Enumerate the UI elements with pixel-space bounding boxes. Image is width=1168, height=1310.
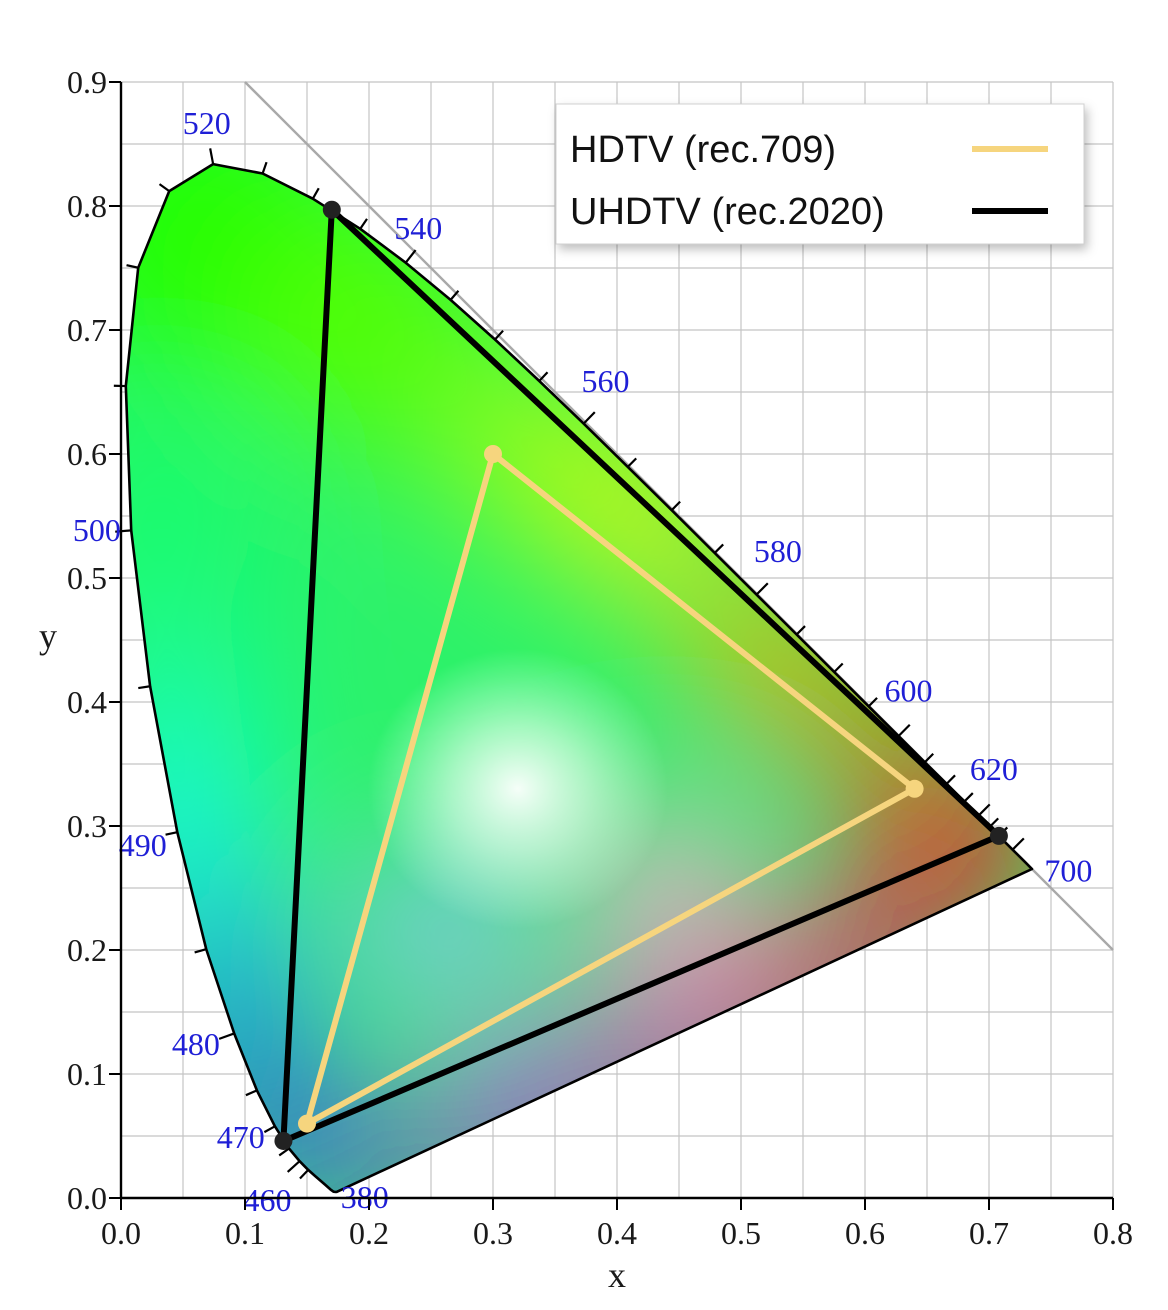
wavelength-label: 480 [172, 1026, 220, 1062]
wavelength-tick [138, 685, 151, 690]
wavelength-label: 600 [884, 672, 932, 708]
wavelength-tick [977, 803, 991, 817]
wavelength-tick [218, 1032, 235, 1040]
gamut-series [274, 200, 1008, 1150]
x-axis-title: x [608, 1255, 626, 1295]
gamut-vertex-point [905, 779, 924, 798]
wavelength-tick [209, 148, 215, 165]
wavelength-tick [670, 500, 681, 511]
wavelength-tick [158, 183, 170, 193]
wavelength-tick [278, 1147, 290, 1157]
y-tick-label: 0.1 [67, 1056, 107, 1092]
wavelength-label: 520 [183, 105, 231, 141]
wavelength-tick [897, 723, 911, 737]
fill-color-blend [125, 164, 1033, 1193]
legend: HDTV (rec.709) UHDTV (rec.2020) [555, 103, 1085, 245]
y-tick-label: 0.7 [67, 312, 107, 348]
gamut-vertex-point [274, 1131, 293, 1150]
wavelength-label: 580 [754, 533, 802, 569]
wavelength-tick [261, 161, 268, 174]
wavelength-tick [165, 831, 178, 836]
wavelength-label: 540 [394, 210, 442, 246]
y-tick-label: 0.2 [67, 932, 107, 968]
color-patch [842, 865, 963, 986]
wavelength-tick [359, 218, 368, 230]
gamut-vertex-point [989, 826, 1008, 845]
y-tick-label: 0.5 [67, 560, 107, 596]
wavelength-label: 470 [217, 1119, 265, 1155]
y-axis-title: y [39, 616, 57, 656]
wavelength-tick [263, 1125, 276, 1134]
wavelength-tick [923, 752, 935, 764]
wavelength-label: 490 [119, 827, 167, 863]
wavelength-tick [833, 662, 844, 673]
wavelength-tick [311, 187, 320, 200]
y-tick-label: 0.9 [67, 64, 107, 100]
y-tick-label: 0.0 [67, 1180, 107, 1216]
x-tick-label: 0.1 [225, 1215, 265, 1251]
x-tick-label: 0.3 [473, 1215, 513, 1251]
wavelength-tick [245, 1089, 258, 1097]
y-tick-label: 0.4 [67, 684, 107, 720]
wavelength-tick [115, 529, 132, 533]
x-tick-label: 0.8 [1093, 1215, 1133, 1251]
white-point-glow [367, 648, 668, 929]
wavelength-tick [713, 543, 724, 554]
gamut-vertex-point [484, 445, 502, 463]
wavelength-label: 560 [582, 363, 630, 399]
wavelength-tick [404, 249, 417, 264]
wavelength-label: 460 [244, 1182, 292, 1218]
x-tick-label: 0.6 [845, 1215, 885, 1251]
wavelength-tick [494, 329, 504, 341]
wavelength-label: 700 [1044, 852, 1092, 888]
wavelength-label: 620 [970, 751, 1018, 787]
y-tick-label: 0.3 [67, 808, 107, 844]
wavelength-label: 500 [73, 512, 121, 548]
wavelength-tick [582, 411, 596, 425]
x-tick-label: 0.5 [721, 1215, 761, 1251]
gamut-vertex-point [322, 200, 341, 219]
wavelength-tick [126, 264, 139, 269]
y-tick-label: 0.6 [67, 436, 107, 472]
gamut-triangle-rec2020 [280, 206, 1002, 1144]
x-tick-label: 0.7 [969, 1215, 1009, 1251]
x-tick-label: 0.0 [101, 1215, 141, 1251]
legend-label-rec709: HDTV (rec.709) [570, 129, 836, 171]
wavelength-tick [945, 774, 956, 785]
wavelength-tick [795, 625, 806, 636]
wavelength-tick [194, 948, 207, 954]
color-patch [125, 426, 249, 606]
legend-label-rec2020: UHDTV (rec.2020) [570, 191, 885, 233]
wavelength-tick [449, 290, 460, 301]
wavelength-tick [867, 697, 878, 708]
wavelength-tick [755, 582, 769, 596]
color-patch [584, 458, 725, 599]
gamut-triangle-rec709 [304, 451, 918, 1127]
wavelength-tick [963, 792, 974, 803]
wavelength-tick [1011, 837, 1025, 851]
gamut-vertex-point [298, 1114, 316, 1133]
y-tick-label: 0.8 [67, 188, 107, 224]
wavelength-tick [538, 371, 549, 382]
legend-box [555, 103, 1085, 245]
x-tick-label: 0.2 [349, 1215, 389, 1251]
x-tick-label: 0.4 [597, 1215, 637, 1251]
axes: 0.0 0.1 0.2 0.3 0.4 0.5 0.6 0.7 0.8 0.0 0.1 0.2 0.3 0… [67, 64, 1133, 1251]
wavelength-tick [299, 1169, 310, 1180]
wavelength-tick [627, 457, 637, 468]
wavelength-tick [286, 1160, 301, 1173]
